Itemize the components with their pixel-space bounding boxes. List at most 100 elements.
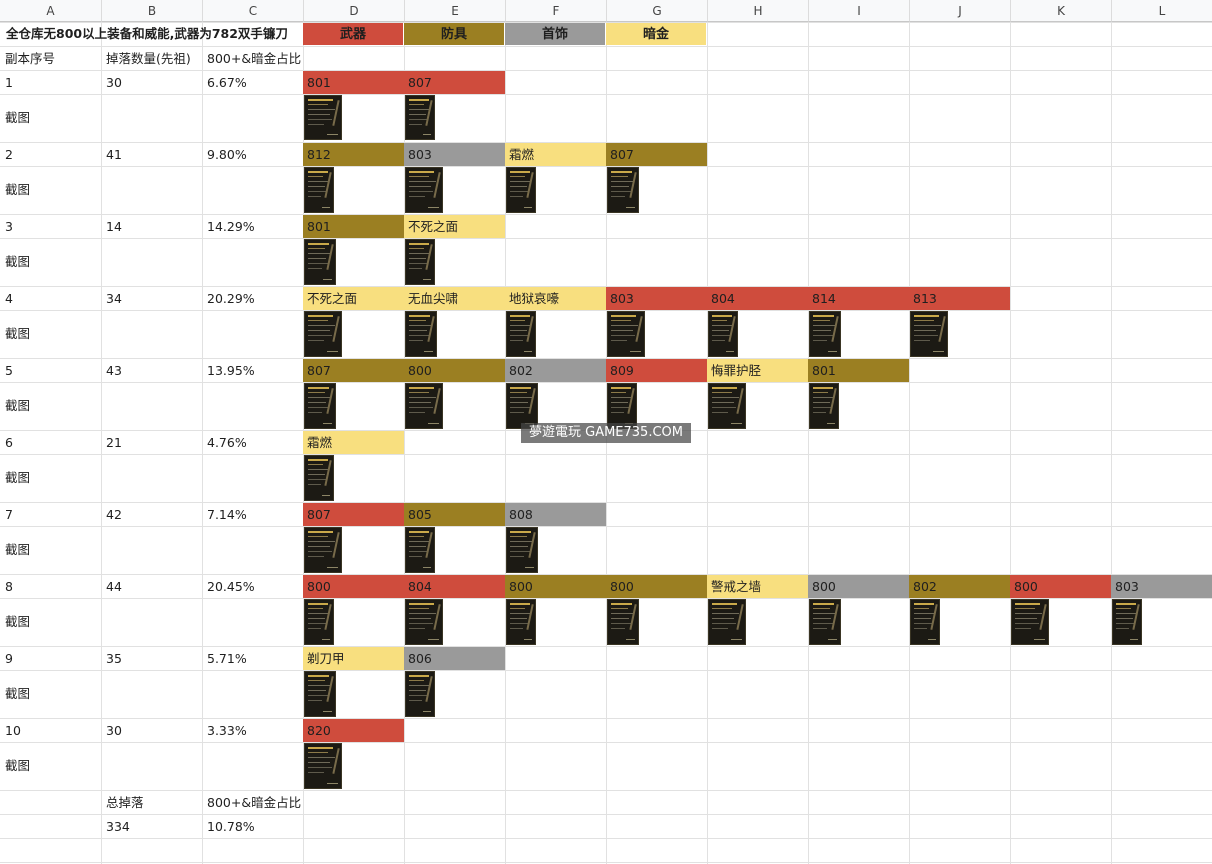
drop-cell[interactable]: 剃刀甲 [303,647,404,670]
item-screenshot[interactable] [708,599,746,645]
drop-count[interactable]: 44 [106,579,122,594]
drop-cell[interactable]: 霜燃 [505,143,606,166]
drop-cell[interactable]: 808 [505,503,606,526]
item-screenshot[interactable] [405,167,443,213]
item-screenshot[interactable] [809,599,841,645]
drop-count[interactable]: 43 [106,363,122,378]
ratio-value[interactable]: 9.80% [207,147,247,162]
item-screenshot[interactable] [506,311,536,357]
item-screenshot[interactable] [405,311,437,357]
item-screenshot[interactable] [304,383,336,429]
screenshot-label[interactable]: 截图 [5,758,31,773]
drop-cell[interactable]: 804 [404,575,505,598]
drop-cell[interactable]: 800 [1010,575,1111,598]
item-screenshot[interactable] [1112,599,1142,645]
column-header-g[interactable]: G [606,0,707,22]
run-number[interactable]: 4 [5,291,13,306]
category-3[interactable]: 暗金 [606,23,706,45]
drop-cell[interactable]: 803 [1111,575,1212,598]
drop-cell[interactable]: 813 [909,287,1010,310]
drop-cell[interactable]: 800 [404,359,505,382]
table-header-1[interactable]: 掉落数量(先祖) [106,51,191,66]
item-screenshot[interactable] [708,383,746,429]
run-number[interactable]: 2 [5,147,13,162]
item-screenshot[interactable] [1011,599,1049,645]
screenshot-label[interactable]: 截图 [5,326,31,341]
drop-cell[interactable]: 800 [505,575,606,598]
table-header-0[interactable]: 副本序号 [5,51,56,66]
column-header-l[interactable]: L [1111,0,1212,22]
item-screenshot[interactable] [708,311,738,357]
item-screenshot[interactable] [304,311,342,357]
screenshot-label[interactable]: 截图 [5,614,31,629]
run-number[interactable]: 6 [5,435,13,450]
screenshot-label[interactable]: 截图 [5,254,31,269]
total-drops-label[interactable]: 总掉落 [106,795,144,810]
item-screenshot[interactable] [607,383,637,429]
drop-cell[interactable]: 不死之面 [404,215,505,238]
drop-cell[interactable]: 805 [404,503,505,526]
item-screenshot[interactable] [304,743,342,789]
drop-cell[interactable]: 地狱哀嚎 [505,287,606,310]
drop-cell[interactable]: 悔罪护胫 [707,359,808,382]
drop-count[interactable]: 14 [106,219,122,234]
drop-cell[interactable]: 警戒之墙 [707,575,808,598]
total-drops-value[interactable]: 334 [106,819,130,834]
item-screenshot[interactable] [405,383,443,429]
screenshot-label[interactable]: 截图 [5,110,31,125]
drop-cell[interactable]: 807 [606,143,707,166]
drop-cell[interactable]: 无血尖啸 [404,287,505,310]
item-screenshot[interactable] [809,383,839,429]
ratio-value[interactable]: 13.95% [207,363,255,378]
item-screenshot[interactable] [910,311,948,357]
run-number[interactable]: 7 [5,507,13,522]
column-header-a[interactable]: A [0,0,101,22]
ratio-value[interactable]: 4.76% [207,435,247,450]
item-screenshot[interactable] [405,239,435,285]
ratio-value[interactable]: 6.67% [207,75,247,90]
drop-cell[interactable]: 807 [303,503,404,526]
item-screenshot[interactable] [506,167,536,213]
run-number[interactable]: 9 [5,651,13,666]
drop-cell[interactable]: 806 [404,647,505,670]
run-number[interactable]: 1 [5,75,13,90]
drop-count[interactable]: 42 [106,507,122,522]
run-number[interactable]: 8 [5,579,13,594]
drop-cell[interactable]: 814 [808,287,909,310]
column-header-j[interactable]: J [909,0,1010,22]
item-screenshot[interactable] [405,527,435,573]
drop-cell[interactable]: 801 [303,215,404,238]
drop-cell[interactable]: 800 [606,575,707,598]
table-header-2[interactable]: 800+&暗金占比 [207,51,302,66]
ratio-value[interactable]: 20.29% [207,291,255,306]
item-screenshot[interactable] [607,599,639,645]
item-screenshot[interactable] [304,527,342,573]
item-screenshot[interactable] [304,671,336,717]
drop-cell[interactable]: 803 [606,287,707,310]
item-screenshot[interactable] [304,239,336,285]
drop-cell[interactable]: 801 [808,359,909,382]
run-number[interactable]: 5 [5,363,13,378]
screenshot-label[interactable]: 截图 [5,542,31,557]
column-header-i[interactable]: I [808,0,909,22]
total-ratio-value[interactable]: 10.78% [207,819,255,834]
screenshot-label[interactable]: 截图 [5,470,31,485]
item-screenshot[interactable] [607,167,639,213]
drop-cell[interactable]: 霜燃 [303,431,404,454]
column-header-b[interactable]: B [101,0,202,22]
drop-count[interactable]: 41 [106,147,122,162]
category-1[interactable]: 防具 [404,23,504,45]
screenshot-label[interactable]: 截图 [5,398,31,413]
drop-cell[interactable]: 807 [303,359,404,382]
item-screenshot[interactable] [506,599,536,645]
ratio-value[interactable]: 20.45% [207,579,255,594]
drop-cell[interactable]: 801 [303,71,404,94]
ratio-value[interactable]: 3.33% [207,723,247,738]
item-screenshot[interactable] [304,599,334,645]
drop-cell[interactable]: 不死之面 [303,287,404,310]
item-screenshot[interactable] [405,671,435,717]
drop-cell[interactable]: 802 [505,359,606,382]
drop-count[interactable]: 34 [106,291,122,306]
column-header-f[interactable]: F [505,0,606,22]
drop-cell[interactable]: 803 [404,143,505,166]
